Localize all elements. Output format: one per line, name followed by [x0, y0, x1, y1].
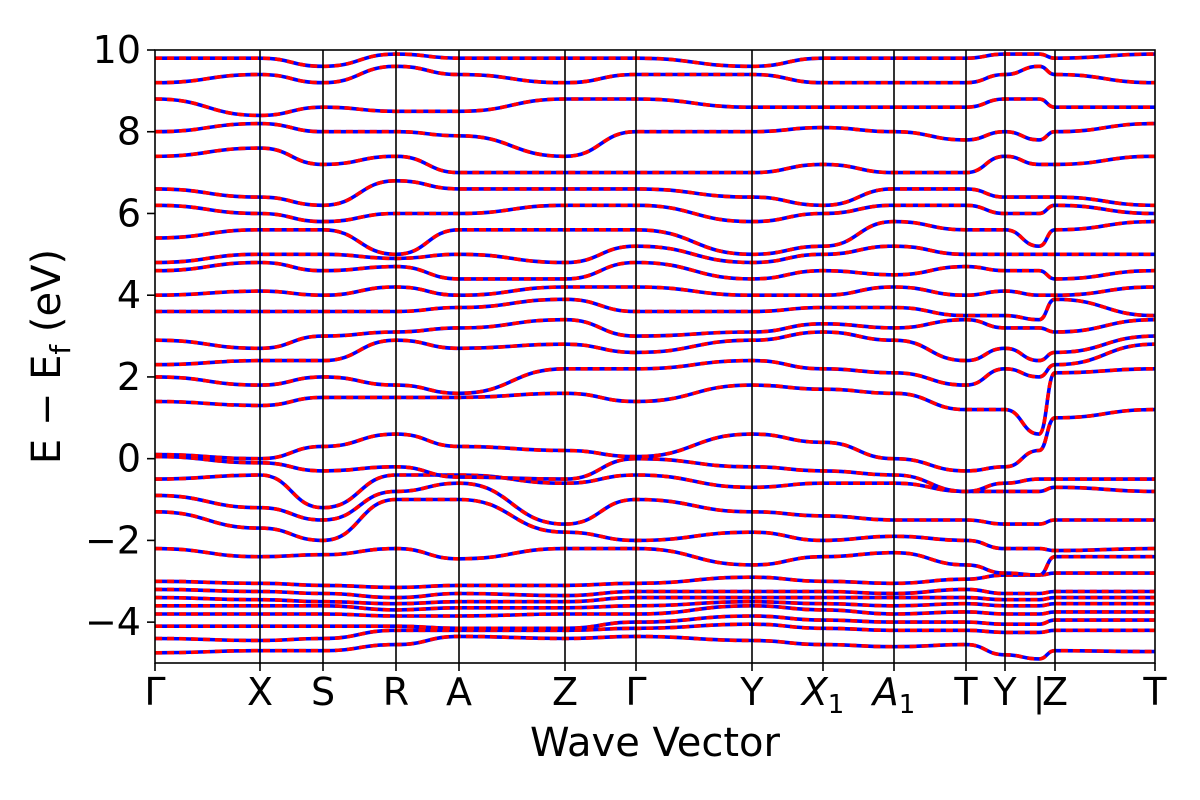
x-tick-label-11: Y — [992, 670, 1017, 714]
band-line-red-19 — [155, 285, 1155, 298]
bands-layer — [155, 52, 1155, 661]
x-tick-label-main-9: A — [870, 670, 899, 714]
y-tick-label-6: −2 — [85, 518, 141, 562]
band-line-red-9 — [155, 497, 1155, 553]
band-line-red-11 — [155, 473, 1155, 510]
y-axis-ticks: 10 8 6 4 2 0 −2 −4 — [85, 28, 155, 644]
y-axis-title-unit: (eV) — [24, 249, 70, 345]
band-line-red-18 — [155, 297, 1155, 322]
band-line-red-6 — [155, 587, 1155, 600]
y-tick-label-7: −4 — [85, 600, 141, 644]
band-line-red-2 — [155, 614, 1155, 631]
high-symmetry-lines — [259, 50, 1056, 663]
band-line-red-14 — [155, 367, 1155, 436]
x-axis-title: Wave Vector — [530, 720, 781, 766]
y-axis-title: E − Ef (eV) — [24, 249, 77, 464]
band-line-red-17 — [155, 317, 1155, 351]
band-line-red-25 — [155, 146, 1155, 175]
x-tick-label-6: Γ — [625, 670, 646, 714]
x-tick-label-4: A — [446, 670, 472, 714]
x-tick-label-sub-8: 1 — [828, 690, 845, 720]
band-line-red-3 — [155, 603, 1155, 618]
y-tick-label-1: 8 — [117, 110, 141, 154]
x-tick-label-1: X — [247, 670, 273, 714]
y-axis-title-subscript: f — [44, 344, 77, 355]
band-line-red-23 — [155, 203, 1155, 224]
y-axis-title-main: E − E — [24, 355, 70, 465]
x-tick-label-12: | — [1033, 670, 1046, 715]
x-tick-label-2: S — [311, 670, 335, 714]
band-line-red-10 — [155, 481, 1155, 526]
band-line-red-16 — [155, 330, 1155, 367]
x-tick-label-14: T — [1142, 670, 1167, 714]
y-tick-label-5: 0 — [117, 437, 141, 481]
x-tick-label-10: T — [953, 670, 978, 714]
band-line-red-24 — [155, 178, 1155, 208]
y-tick-label-2: 6 — [117, 191, 141, 235]
band-line-red-0 — [155, 634, 1155, 661]
y-tick-label-4: 2 — [117, 355, 141, 399]
band-line-red-29 — [155, 52, 1155, 69]
y-tick-label-0: 10 — [93, 28, 141, 72]
band-line-blue-27 — [155, 97, 1155, 118]
band-line-red-4 — [155, 599, 1155, 612]
y-tick-label-3: 4 — [117, 273, 141, 317]
band-line-red-12 — [155, 454, 1155, 494]
x-tick-label-8: X1 — [800, 670, 845, 720]
band-line-red-8 — [155, 546, 1155, 577]
band-line-blue-13 — [155, 407, 1155, 473]
band-line-red-5 — [155, 595, 1155, 606]
band-line-red-1 — [155, 622, 1155, 643]
band-line-red-28 — [155, 64, 1155, 85]
band-line-red-22 — [155, 219, 1155, 257]
x-axis-ticks: Γ X S R A Z Γ Y X1 A1 T Y |Z T — [144, 663, 1167, 720]
band-line-red-20 — [155, 260, 1155, 281]
x-tick-label-0: Γ — [144, 670, 165, 714]
band-line-red-26 — [155, 121, 1155, 159]
x-tick-label-5: Z — [552, 670, 578, 714]
x-tick-label-13: Z — [1042, 670, 1068, 714]
band-line-red-21 — [155, 244, 1155, 265]
x-tick-label-3: R — [383, 670, 409, 714]
band-line-red-15 — [155, 342, 1155, 396]
x-tick-label-main-8: X — [800, 670, 829, 714]
x-tick-label-sub-9: 1 — [899, 690, 916, 720]
plot-frame — [154, 49, 1156, 664]
x-tick-label-7: Y — [739, 670, 764, 714]
x-tick-label-9: A1 — [870, 670, 916, 720]
